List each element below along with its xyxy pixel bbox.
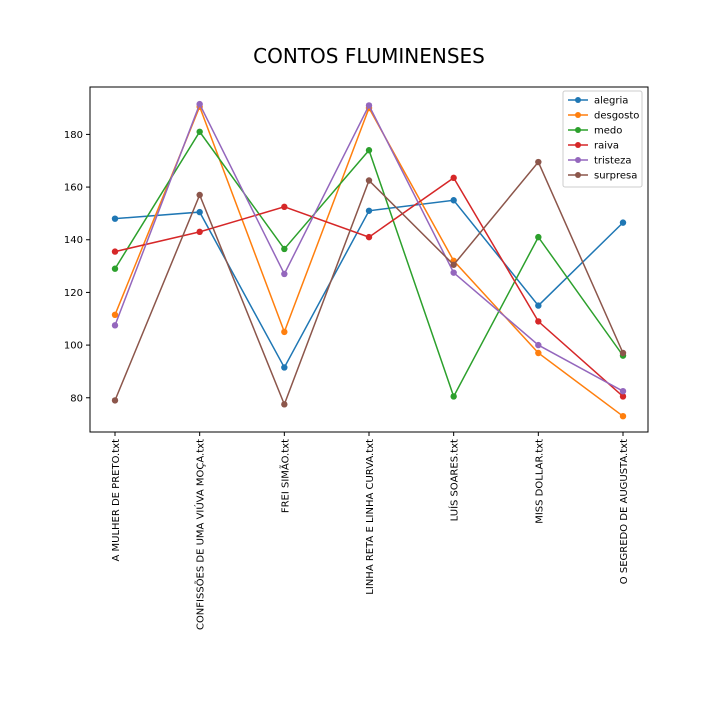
x-axis: A MULHER DE PRETO.txt CONFISSÕES DE UMA V… xyxy=(111,432,630,630)
y-tick-label: 100 xyxy=(64,341,83,352)
legend-swatch-marker xyxy=(575,142,581,148)
legend-label: tristeza xyxy=(594,156,631,167)
data-point-medo xyxy=(281,245,288,253)
y-tick-label: 180 xyxy=(64,130,83,141)
data-point-surpresa xyxy=(619,349,627,357)
legend-item-desgosto: desgosto xyxy=(568,111,639,122)
data-point-medo xyxy=(196,128,203,135)
legend: alegria desgosto medo raiva tristeza surpresa xyxy=(562,90,643,188)
series-medo xyxy=(111,128,627,400)
data-point-surpresa xyxy=(450,261,457,268)
legend-swatch-marker xyxy=(575,112,581,118)
legend-swatch-marker xyxy=(575,157,581,163)
data-point-tristeza xyxy=(111,322,119,329)
x-tick-label: LINHA RETA E LINHA CURVA.txt xyxy=(365,439,376,595)
data-point-raiva xyxy=(111,248,119,255)
y-tick-label: 120 xyxy=(64,288,83,299)
data-point-raiva xyxy=(196,228,203,236)
data-point-desgosto xyxy=(111,311,119,319)
data-point-raiva xyxy=(619,393,627,400)
data-point-alegria xyxy=(450,197,457,204)
data-point-raiva xyxy=(535,318,542,325)
x-tick-label: CONFISSÕES DE UMA VIÚVA MOÇA.txt xyxy=(194,439,207,630)
data-point-surpresa xyxy=(535,158,542,166)
data-point-tristeza xyxy=(535,341,542,349)
data-point-medo xyxy=(111,265,119,272)
data-point-alegria xyxy=(535,302,542,309)
legend-label: raiva xyxy=(594,141,619,152)
y-tick-label: 80 xyxy=(70,393,83,404)
data-point-surpresa xyxy=(111,397,119,404)
data-point-tristeza xyxy=(281,270,288,278)
data-point-alegria xyxy=(111,215,119,222)
series-raiva xyxy=(111,174,627,400)
data-point-alegria xyxy=(281,364,288,371)
legend-label: desgosto xyxy=(594,111,639,122)
chart-title: CONTOS FLUMINENSES xyxy=(253,44,485,68)
x-tick-label: A MULHER DE PRETO.txt xyxy=(111,439,122,562)
data-point-alegria xyxy=(365,207,373,214)
y-tick-label: 140 xyxy=(64,235,83,246)
data-point-desgosto xyxy=(619,412,627,420)
series-tristeza xyxy=(111,100,627,395)
data-point-tristeza xyxy=(196,100,203,108)
series-alegria xyxy=(111,197,627,371)
y-axis: 80 100 120 140 160 180 xyxy=(64,130,90,404)
data-point-raiva xyxy=(281,203,288,211)
legend-label: surpresa xyxy=(594,171,637,182)
data-point-surpresa xyxy=(196,191,203,199)
data-point-tristeza xyxy=(619,387,627,395)
legend-swatch-marker xyxy=(575,172,581,178)
x-tick-label: O SEGREDO DE AUGUSTA.txt xyxy=(619,439,630,584)
data-point-alegria xyxy=(619,219,627,226)
data-point-medo xyxy=(365,147,373,154)
legend-item-raiva: raiva xyxy=(568,141,619,152)
series-line-surpresa xyxy=(114,160,624,407)
data-point-tristeza xyxy=(365,102,373,109)
legend-item-alegria: alegria xyxy=(568,96,628,107)
legend-item-tristeza: tristeza xyxy=(568,156,631,167)
data-point-alegria xyxy=(196,208,203,216)
x-tick-label: FREI SIMÃO.txt xyxy=(278,439,291,513)
legend-item-surpresa: surpresa xyxy=(568,171,637,182)
series-line-alegria xyxy=(114,199,624,370)
x-tick-label: MISS DOLLAR.txt xyxy=(534,439,545,524)
data-point-raiva xyxy=(365,233,373,241)
x-tick-label: LUÍS SOARES.txt xyxy=(448,439,461,521)
series-line-medo xyxy=(114,130,624,399)
y-tick-label: 160 xyxy=(64,183,83,194)
legend-swatch-marker xyxy=(575,97,581,103)
legend-item-medo: medo xyxy=(568,126,622,137)
data-point-tristeza xyxy=(450,269,457,276)
legend-label: medo xyxy=(594,126,622,137)
legend-swatch-marker xyxy=(575,127,581,133)
data-point-surpresa xyxy=(281,401,288,408)
data-point-surpresa xyxy=(365,177,373,184)
series-surpresa xyxy=(111,158,627,408)
data-point-medo xyxy=(535,233,542,241)
legend-label: alegria xyxy=(594,96,628,107)
series-layer xyxy=(111,100,627,420)
data-point-desgosto xyxy=(281,328,288,336)
data-point-medo xyxy=(450,393,457,400)
data-point-raiva xyxy=(450,174,457,182)
data-point-desgosto xyxy=(535,349,542,357)
